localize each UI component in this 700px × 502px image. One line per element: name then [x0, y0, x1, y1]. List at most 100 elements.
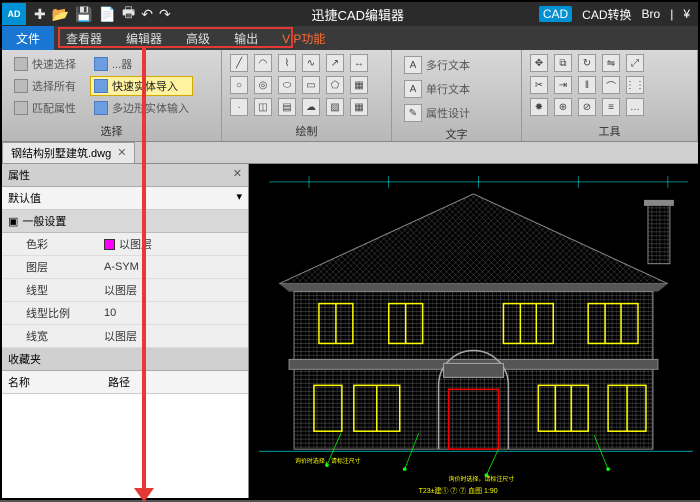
join-tool[interactable]: ⊕: [554, 98, 572, 116]
xline-tool[interactable]: ↔: [350, 54, 368, 72]
quick-select-button[interactable]: 快速选择: [10, 54, 80, 74]
yen-icon[interactable]: ¥: [683, 7, 690, 21]
group-label-select: 选择: [10, 121, 213, 139]
table-tool[interactable]: ▦: [350, 98, 368, 116]
copy-tool[interactable]: ⧉: [554, 54, 572, 72]
svg-text:询价时选择，请标注尺寸: 询价时选择，请标注尺寸: [449, 475, 515, 483]
cad-convert-button[interactable]: CAD转换: [582, 6, 631, 23]
ribbon-group-select: 快速选择 选择所有 匹配属性 ...器 快速实体导入 多边形实体输入 选择: [2, 50, 222, 141]
svg-text:询价时选择，请标注尺寸: 询价时选择，请标注尺寸: [295, 457, 361, 465]
move-tool[interactable]: ✥: [530, 54, 548, 72]
tab-output[interactable]: 输出: [222, 26, 270, 50]
poly-import-button[interactable]: 多边形实体输入: [90, 98, 193, 118]
attr-button[interactable]: ✎属性设计: [400, 102, 513, 124]
trim-tool[interactable]: ✂: [530, 76, 548, 94]
cad-drawing: 询价时选择，请标注尺寸 询价时选择，请标注尺寸 T23±建① ⑦ ⑦ 血图 1:…: [249, 164, 698, 498]
hatch-tool[interactable]: ▦: [350, 76, 368, 94]
match-prop-button[interactable]: 匹配属性: [10, 98, 80, 118]
prop-row-lweight[interactable]: 线宽以图层: [2, 325, 248, 348]
app-title: 迅捷CAD编辑器: [177, 5, 539, 24]
mtext-button[interactable]: A多行文本: [400, 54, 513, 76]
ribbon-group-text: A多行文本 A单行文本 ✎属性设计 文字: [392, 50, 522, 141]
tab-viewer[interactable]: 查看器: [54, 26, 114, 50]
close-doc-icon[interactable]: ✕: [117, 146, 126, 159]
color-chip: [104, 239, 115, 250]
polyline-tool[interactable]: ⌇: [278, 54, 296, 72]
title-bar: AD ✚ 📂 💾 📄 🖶 ↶ ↷ 迅捷CAD编辑器 CAD CAD转换 Bro …: [2, 2, 698, 26]
arc-tool[interactable]: ◠: [254, 54, 272, 72]
prop-row-color[interactable]: 色彩以图层: [2, 233, 248, 256]
ray-tool[interactable]: ↗: [326, 54, 344, 72]
region-tool[interactable]: ▤: [278, 98, 296, 116]
fillet-tool[interactable]: ⌒: [602, 76, 620, 94]
title-right: CAD CAD转换 Bro | ¥: [539, 6, 698, 23]
group-label-tool: 工具: [530, 121, 689, 139]
extend-tool[interactable]: ⇥: [554, 76, 572, 94]
new-icon[interactable]: ✚: [34, 6, 46, 23]
redo-icon[interactable]: ↷: [159, 6, 171, 23]
tab-editor[interactable]: 编辑器: [114, 26, 174, 50]
favorites-header: 名称 路径: [2, 371, 248, 394]
break-tool[interactable]: ⊘: [578, 98, 596, 116]
quick-access-toolbar: ✚ 📂 💾 📄 🖶 ↶ ↷: [28, 2, 177, 26]
tab-advanced[interactable]: 高级: [174, 26, 222, 50]
solid-import-button[interactable]: 快速实体导入: [90, 76, 193, 96]
import-icon: [94, 79, 108, 93]
col-path: 路径: [102, 371, 136, 393]
more-tool[interactable]: …: [626, 98, 644, 116]
app-logo[interactable]: AD: [2, 3, 26, 25]
panel-default-dropdown[interactable]: 默认值▾: [2, 187, 248, 210]
attr-icon: ✎: [404, 104, 422, 122]
tab-vip[interactable]: VIP功能: [270, 26, 337, 50]
selectall-icon: [14, 79, 28, 93]
svg-text:T23±建① ⑦ ⑦ 血图 1:90: T23±建① ⑦ ⑦ 血图 1:90: [419, 486, 498, 495]
mtext-icon: A: [404, 56, 422, 74]
print-icon[interactable]: 🖶: [122, 2, 135, 26]
ribbon-group-tool: ✥ ⧉ ↻ ⇋ ⤢ ✂ ⇥ ‖ ⌒ ⋮⋮ ✸ ⊕ ⊘ ≡ … 工具: [522, 50, 698, 141]
circle-tool[interactable]: ○: [230, 76, 248, 94]
block-tool[interactable]: ◫: [254, 98, 272, 116]
ellipse-tool[interactable]: ⬭: [278, 76, 296, 94]
file-menu[interactable]: 文件: [2, 26, 54, 50]
polygon-tool[interactable]: ⬠: [326, 76, 344, 94]
donut-tool[interactable]: ◎: [254, 76, 272, 94]
prop-row-layer[interactable]: 图层A-SYM: [2, 256, 248, 279]
pdf-icon[interactable]: 📄: [99, 6, 116, 23]
group-label-draw: 绘制: [230, 121, 383, 139]
col-name: 名称: [2, 371, 102, 393]
stext-button[interactable]: A单行文本: [400, 78, 513, 100]
chevron-down-icon: ▾: [236, 190, 242, 206]
panel-close-icon[interactable]: ✕: [233, 167, 242, 183]
properties-panel: 属性 ✕ 默认值▾ ▣一般设置 色彩以图层 图层A-SYM 线型以图层 线型比例…: [2, 164, 249, 498]
prop-row-ltype[interactable]: 线型以图层: [2, 279, 248, 302]
poly-icon: [94, 101, 108, 115]
favorites-list[interactable]: [2, 394, 248, 498]
rotate-tool[interactable]: ↻: [578, 54, 596, 72]
scale-tool[interactable]: ⤢: [626, 54, 644, 72]
rect-tool[interactable]: ▭: [302, 76, 320, 94]
spline-tool[interactable]: ∿: [302, 54, 320, 72]
save-icon[interactable]: 💾: [75, 6, 92, 23]
align-tool[interactable]: ≡: [602, 98, 620, 116]
undo-icon[interactable]: ↶: [141, 6, 153, 23]
cad-badge: CAD: [539, 6, 572, 22]
prop-row-lscale[interactable]: 线型比例10: [2, 302, 248, 325]
drawing-canvas[interactable]: 询价时选择，请标注尺寸 询价时选择，请标注尺寸 T23±建① ⑦ ⑦ 血图 1:…: [249, 164, 698, 498]
line-tool[interactable]: ╱: [230, 54, 248, 72]
explode-tool[interactable]: ✸: [530, 98, 548, 116]
cloud-tool[interactable]: ☁: [302, 98, 320, 116]
workspace: 属性 ✕ 默认值▾ ▣一般设置 色彩以图层 图层A-SYM 线型以图层 线型比例…: [2, 164, 698, 498]
document-name: 钢结构别墅建筑.dwg: [11, 145, 111, 161]
point-tool[interactable]: ·: [230, 98, 248, 116]
favorites-title: 收藏夹: [2, 348, 248, 371]
ed-button[interactable]: ...器: [90, 54, 193, 74]
array-tool[interactable]: ⋮⋮: [626, 76, 644, 94]
select-all-button[interactable]: 选择所有: [10, 76, 80, 96]
document-tab[interactable]: 钢结构别墅建筑.dwg ✕: [2, 142, 135, 164]
panel-general-section[interactable]: ▣一般设置: [2, 210, 248, 233]
mirror-tool[interactable]: ⇋: [602, 54, 620, 72]
wipeout-tool[interactable]: ▨: [326, 98, 344, 116]
bro-label[interactable]: Bro: [642, 7, 661, 21]
open-icon[interactable]: 📂: [52, 6, 69, 23]
offset-tool[interactable]: ‖: [578, 76, 596, 94]
